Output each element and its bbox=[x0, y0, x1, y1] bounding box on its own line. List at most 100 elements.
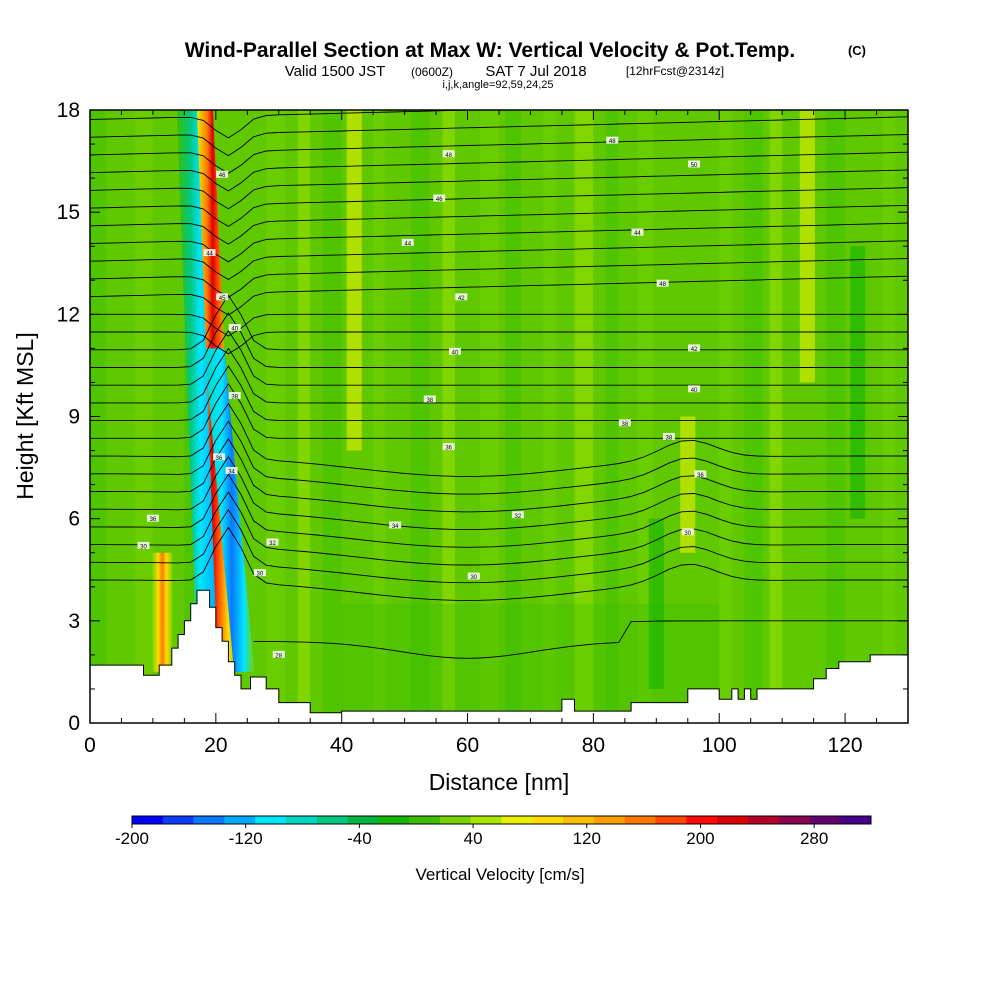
theta-contour-label: 36 bbox=[697, 473, 704, 479]
theta-label-bg bbox=[203, 249, 216, 257]
theta-contour-line bbox=[90, 382, 908, 439]
theta-contour-line bbox=[90, 420, 908, 495]
velocity-feature bbox=[346, 110, 362, 451]
theta-contour-label: 30 bbox=[470, 575, 477, 581]
theta-label-bg bbox=[253, 569, 266, 577]
colorbar-label: Vertical Velocity [cm/s] bbox=[415, 865, 584, 884]
theta-label-bg bbox=[212, 453, 225, 461]
colorbar-swatch bbox=[132, 816, 164, 824]
theta-contour-label: 46 bbox=[436, 197, 443, 203]
theta-contour-label: 50 bbox=[691, 163, 698, 169]
theta-label-bg bbox=[216, 293, 229, 301]
theta-contour-line bbox=[90, 313, 908, 337]
velocity-feature bbox=[680, 416, 696, 553]
x-tick-label: 40 bbox=[330, 734, 353, 757]
velocity-band bbox=[826, 110, 846, 723]
theta-label-bg bbox=[606, 136, 619, 144]
colorbar-swatch bbox=[285, 816, 318, 824]
theta-contour-line bbox=[90, 110, 491, 139]
x-tick-label: 80 bbox=[582, 734, 605, 757]
velocity-band bbox=[297, 110, 311, 723]
theta-label-bg bbox=[228, 392, 241, 400]
colorbar bbox=[131, 815, 872, 825]
theta-contour-label: 42 bbox=[458, 296, 465, 302]
colorbar-frame bbox=[131, 815, 872, 825]
colorbar-swatch bbox=[747, 816, 779, 824]
theta-contour-line bbox=[90, 331, 908, 355]
y-tick-label: 6 bbox=[68, 508, 80, 531]
velocity-feature bbox=[204, 348, 255, 672]
velocity-band bbox=[410, 110, 430, 723]
theta-contour-label: 34 bbox=[228, 469, 235, 475]
theta-contour-label: 38 bbox=[231, 395, 238, 401]
theta-label-bg bbox=[272, 650, 285, 658]
theta-contour-label: 42 bbox=[691, 347, 698, 353]
velocity-band bbox=[442, 110, 455, 723]
y-axis-label: Height [Kft MSL] bbox=[12, 332, 38, 499]
theta-contour-label: 48 bbox=[609, 139, 616, 145]
velocity-band bbox=[266, 110, 286, 723]
theta-contour-label: 44 bbox=[634, 231, 641, 237]
theta-contour-line bbox=[90, 402, 908, 477]
theta-contour-label: 48 bbox=[659, 282, 666, 288]
copyright-mark: (C) bbox=[848, 43, 866, 58]
colorbar-swatch bbox=[717, 816, 749, 824]
colorbar-tick-label: -120 bbox=[229, 829, 263, 848]
theta-contour-line bbox=[90, 438, 908, 513]
theta-contour-line bbox=[90, 187, 908, 227]
colorbar-swatch bbox=[809, 816, 841, 824]
colorbar-swatch bbox=[532, 816, 564, 824]
theta-contour-label: 30 bbox=[140, 544, 147, 550]
theta-contour-label: 30 bbox=[684, 531, 691, 537]
colorbar-swatch bbox=[686, 816, 718, 824]
theta-contour-label: 44 bbox=[404, 241, 411, 247]
theta-label-bg bbox=[631, 228, 644, 236]
velocity-band bbox=[882, 110, 896, 723]
chart-title: Wind-Parallel Section at Max W: Vertical… bbox=[185, 39, 796, 62]
colorbar-swatch bbox=[501, 816, 533, 824]
colorbar-swatch bbox=[162, 816, 194, 824]
velocity-band bbox=[744, 110, 764, 723]
colorbar-swatch bbox=[593, 816, 625, 824]
theta-contour-line bbox=[253, 620, 908, 659]
valid-time: Valid 1500 JST bbox=[285, 63, 386, 80]
theta-contour-label: 40 bbox=[231, 326, 238, 332]
velocity-features bbox=[152, 110, 866, 689]
theta-contour-label: 48 bbox=[445, 153, 452, 159]
colorbar-swatch bbox=[347, 816, 379, 824]
x-tick-label: 20 bbox=[204, 734, 227, 757]
velocity-feature bbox=[850, 246, 866, 519]
theta-contour-line bbox=[90, 508, 908, 584]
colorbar-swatch bbox=[316, 816, 348, 824]
colorbar-swatch bbox=[409, 816, 441, 824]
colorbar-swatch bbox=[840, 816, 872, 824]
colorbar-swatch bbox=[439, 816, 472, 824]
y-tick-label: 15 bbox=[57, 201, 80, 224]
theta-label-bg bbox=[618, 419, 631, 427]
theta-contour-label: 34 bbox=[392, 524, 399, 530]
y-tick-labels: 0 3 6 9 12 15 18 bbox=[57, 99, 80, 735]
colorbar-tick-label: 200 bbox=[686, 829, 714, 848]
theta-contour-label: 40 bbox=[691, 388, 698, 394]
theta-contour-line bbox=[90, 275, 908, 316]
theta-label-bg bbox=[467, 572, 480, 580]
theta-contour-label: 36 bbox=[445, 446, 452, 452]
velocity-band bbox=[769, 110, 783, 723]
velocity-band bbox=[134, 110, 153, 723]
velocity-band bbox=[322, 110, 342, 723]
theta-contour-line bbox=[90, 312, 908, 368]
theta-contour-label: 28 bbox=[275, 653, 282, 659]
theta-label-bg bbox=[225, 466, 238, 474]
theta-contour-label: 36 bbox=[150, 517, 157, 523]
theta-label-bg bbox=[455, 293, 468, 301]
theta-contour-line bbox=[90, 151, 908, 192]
theta-contour-label: 36 bbox=[216, 456, 223, 462]
valid-utc: (0600Z) bbox=[411, 65, 453, 79]
theta-contour-label: 38 bbox=[622, 422, 629, 428]
theta-label-bg bbox=[681, 528, 694, 536]
valid-date: SAT 7 Jul 2018 bbox=[485, 63, 586, 80]
y-tick-label: 12 bbox=[57, 303, 80, 326]
colorbar-swatch bbox=[255, 816, 287, 824]
theta-label-bg bbox=[511, 511, 524, 519]
axis-ticks bbox=[89, 109, 909, 724]
